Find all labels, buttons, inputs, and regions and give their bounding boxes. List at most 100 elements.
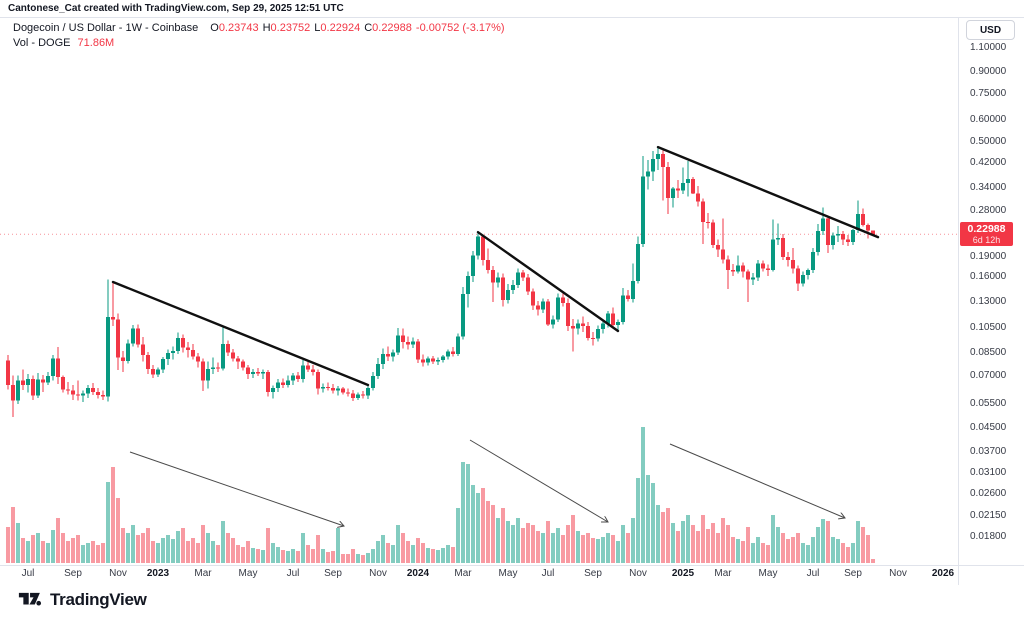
candle: [431, 358, 435, 362]
volume-bar: [271, 543, 275, 563]
volume-bar: [851, 543, 855, 563]
candle: [591, 337, 595, 339]
volume-bar: [301, 533, 305, 563]
volume-bar: [566, 525, 570, 563]
volume-bar: [776, 527, 780, 563]
volume-bar: [236, 545, 240, 563]
symbol-title[interactable]: Dogecoin / US Dollar - 1W - Coinbase: [13, 22, 199, 34]
candle: [311, 369, 315, 373]
volume-bar: [516, 518, 520, 563]
candle-wick: [337, 386, 339, 396]
volume-bar: [866, 535, 870, 563]
volume-bar: [326, 552, 330, 563]
candle-wick: [707, 212, 709, 229]
currency-button[interactable]: USD: [966, 20, 1015, 40]
volume-bar: [701, 515, 705, 563]
candle: [836, 234, 840, 236]
volume-bar: [766, 545, 770, 563]
volume-bar: [231, 538, 235, 563]
volume-bar: [831, 537, 835, 563]
candle: [831, 235, 835, 245]
volume-bar: [531, 525, 535, 563]
volume-bar: [496, 518, 500, 563]
change-value: -0.00752 (-3.17%): [415, 22, 505, 34]
candle: [461, 293, 465, 337]
candle: [296, 375, 300, 379]
candle: [406, 342, 410, 345]
volume-bar: [676, 531, 680, 563]
volume-bar: [746, 527, 750, 563]
candle: [826, 218, 830, 245]
volume-bar: [476, 493, 480, 563]
candle: [811, 251, 815, 271]
candle: [161, 359, 165, 370]
candle: [536, 305, 540, 310]
down-arrow: [469, 439, 608, 522]
candle-wick: [492, 266, 494, 302]
tradingview-logo[interactable]: TradingView: [18, 590, 147, 610]
candle: [731, 270, 735, 272]
down-arrow: [669, 443, 845, 518]
volume-bar: [191, 538, 195, 563]
volume-bar: [346, 554, 350, 563]
candle: [851, 230, 855, 243]
candle: [786, 256, 790, 261]
volume-bar: [846, 547, 850, 563]
candle: [516, 272, 520, 285]
volume-bar: [336, 528, 340, 563]
candle: [351, 393, 355, 398]
volume-bar: [801, 543, 805, 563]
candle-wick: [262, 369, 264, 379]
volume-bar: [481, 488, 485, 563]
volume-bar: [816, 527, 820, 563]
open-value: 0.23743: [218, 22, 259, 34]
candle: [236, 358, 240, 362]
candle: [586, 326, 590, 338]
candle-wick: [747, 269, 749, 302]
candle: [651, 159, 655, 172]
volume-bar: [61, 533, 65, 563]
candle: [491, 270, 495, 283]
candle-wick: [682, 167, 684, 195]
candle: [226, 343, 230, 353]
legend-ohlc-row: Dogecoin / US Dollar - 1W - Coinbase O0.2…: [13, 21, 505, 36]
close-label: C: [364, 22, 373, 34]
volume-bar: [871, 559, 875, 563]
candle: [441, 356, 445, 361]
volume-bar: [86, 543, 90, 563]
volume-bar: [626, 533, 630, 563]
candle: [336, 388, 340, 391]
last-price-value: 0.22988: [967, 223, 1006, 236]
candle: [666, 166, 670, 198]
volume-bar: [601, 537, 605, 563]
candle: [771, 239, 775, 271]
volume-bar: [786, 539, 790, 563]
volume-bar: [181, 528, 185, 563]
volume-bar: [11, 507, 15, 563]
candle: [616, 322, 620, 326]
volume-bar: [171, 539, 175, 563]
candle: [791, 260, 795, 269]
volume-bar: [796, 533, 800, 563]
volume-arrows[interactable]: [129, 439, 845, 526]
volume-bar: [696, 531, 700, 563]
candle: [331, 387, 335, 391]
candle: [166, 352, 170, 360]
candle-wick: [737, 255, 739, 274]
candle: [611, 313, 615, 326]
volume-bar: [391, 545, 395, 563]
volume-bar: [151, 541, 155, 563]
candle: [291, 375, 295, 381]
volume-label[interactable]: Vol - DOGE: [13, 37, 71, 49]
candle: [526, 277, 530, 292]
volume-bar: [581, 535, 585, 563]
volume-bar: [536, 531, 540, 563]
volume-bar: [551, 533, 555, 563]
candle: [211, 367, 215, 369]
volume-bar: [681, 521, 685, 563]
candle: [26, 378, 30, 385]
candle: [866, 225, 870, 231]
trendlines[interactable]: [111, 145, 880, 387]
volume-bar: [826, 521, 830, 563]
